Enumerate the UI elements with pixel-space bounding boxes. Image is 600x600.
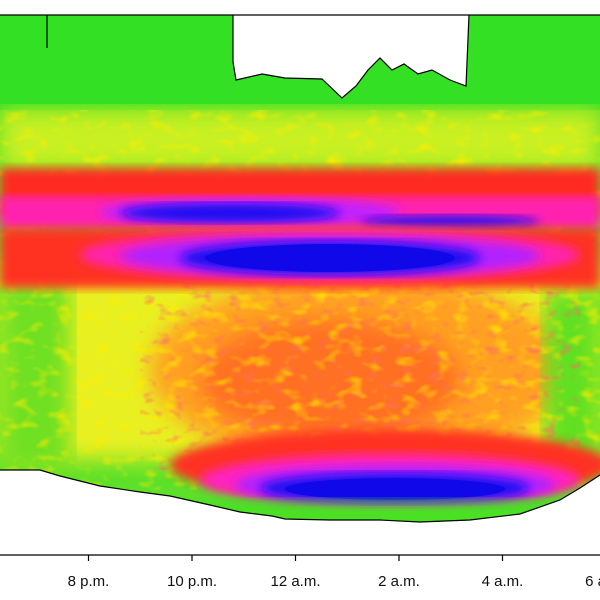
x-tick-label: 8 p.m. — [68, 573, 110, 590]
x-tick-label: 12 a.m. — [270, 573, 320, 590]
band-upper-blue — [120, 203, 340, 223]
upper-intensity-band — [0, 168, 600, 230]
middle-intensity-band — [0, 228, 600, 288]
x-tick-label: 4 a.m. — [482, 573, 524, 590]
band-lower-blue-core — [285, 478, 505, 500]
lower-intensity-band — [170, 429, 600, 506]
top-green-zone — [0, 15, 600, 110]
band-middle-blue-core — [205, 244, 455, 272]
heatmap-outline-bottom — [0, 469, 600, 523]
x-axis-ticks: .m.8 p.m.10 p.m.12 a.m.2 a.m.4 a.m.6 a.m… — [68, 555, 600, 590]
x-tick-label: 6 a.m. — [585, 573, 600, 590]
heatmap-outline — [232, 14, 470, 99]
x-tick-label: 2 a.m. — [378, 573, 420, 590]
band-upper-blue-right — [360, 215, 540, 229]
x-tick-label: 10 p.m. — [167, 573, 217, 590]
